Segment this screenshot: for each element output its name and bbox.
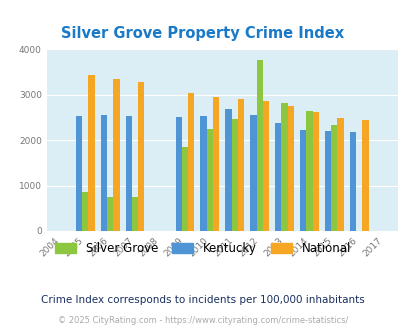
Bar — [250, 115, 256, 231]
Bar — [138, 82, 144, 231]
Bar — [349, 132, 355, 231]
Text: Silver Grove Property Crime Index: Silver Grove Property Crime Index — [61, 26, 344, 41]
Bar — [212, 97, 219, 231]
Bar — [287, 106, 293, 231]
Bar — [225, 109, 231, 231]
Bar — [337, 118, 343, 231]
Bar — [181, 147, 188, 231]
Bar — [299, 130, 306, 231]
Bar — [281, 103, 287, 231]
Text: Crime Index corresponds to incidents per 100,000 inhabitants: Crime Index corresponds to incidents per… — [41, 295, 364, 305]
Bar — [362, 120, 368, 231]
Bar — [231, 119, 237, 231]
Bar — [88, 75, 94, 231]
Bar — [100, 115, 107, 231]
Bar — [188, 93, 194, 231]
Bar — [312, 112, 318, 231]
Bar — [175, 116, 181, 231]
Bar — [132, 196, 138, 231]
Bar — [324, 131, 330, 231]
Bar — [237, 99, 243, 231]
Bar — [76, 116, 82, 231]
Bar — [206, 129, 212, 231]
Bar — [330, 125, 337, 231]
Bar — [113, 79, 119, 231]
Bar — [262, 101, 269, 231]
Bar — [256, 60, 262, 231]
Bar — [306, 111, 312, 231]
Text: © 2025 CityRating.com - https://www.cityrating.com/crime-statistics/: © 2025 CityRating.com - https://www.city… — [58, 316, 347, 325]
Legend: Silver Grove, Kentucky, National: Silver Grove, Kentucky, National — [50, 237, 355, 260]
Bar — [107, 196, 113, 231]
Bar — [126, 116, 132, 231]
Bar — [275, 123, 281, 231]
Bar — [200, 116, 206, 231]
Bar — [82, 192, 88, 231]
